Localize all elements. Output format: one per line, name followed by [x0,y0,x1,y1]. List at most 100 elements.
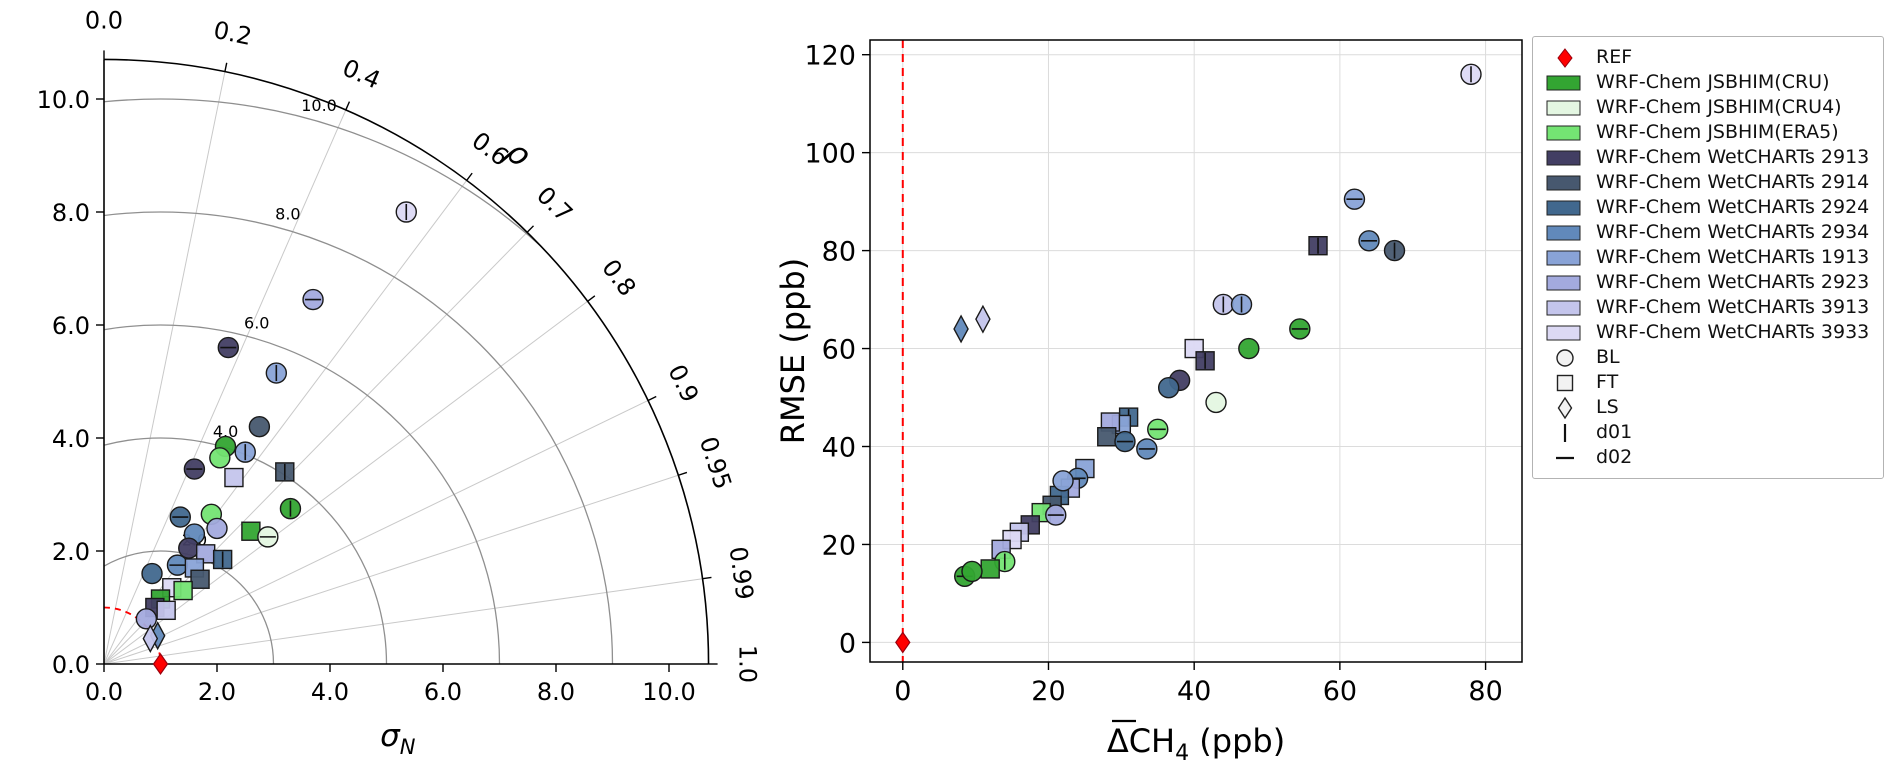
color-patch-icon [1546,75,1581,90]
corr-tick-label: 0.0 [85,6,123,34]
color-patch-icon [1546,275,1581,290]
y-tick-label: 20 [822,530,856,561]
taylor-point [212,549,233,570]
taylor-point [156,600,176,621]
legend-label: WRF-Chem WetCHARTs 3933 [1596,321,1870,343]
corr-tick-label: 1.0 [734,645,762,683]
scatter-point [1212,293,1235,316]
corr-gridline [103,300,588,665]
legend-label: BL [1596,346,1620,368]
corr-axis-label: ρ [499,132,539,174]
y-tick-label: 60 [822,335,856,366]
scatter-point [1195,351,1215,371]
taylor-point [234,441,256,463]
taylor-point [265,362,288,384]
legend-label: WRF-Chem WetCHARTs 3913 [1596,296,1870,318]
y-tick-label: 120 [804,41,856,72]
sigma-tick-label: 6.0 [424,678,462,706]
legend-item: WRF-Chem JSBHIM(CRU4) [1543,95,1873,120]
circle-marker-icon [1556,348,1574,367]
scatter-point [1114,430,1136,453]
ref-diamond-icon [1557,47,1573,68]
legend-item: WRF-Chem WetCHARTs 2913 [1543,145,1873,170]
taylor-point [141,562,163,585]
horizontal-line-icon [1556,456,1574,459]
y-tick-label: 100 [804,139,856,170]
scatter-point [1045,504,1067,526]
taylor-point [302,288,324,311]
color-patch-icon [1546,175,1581,190]
plot-border [869,39,1523,663]
y-tick-label: 80 [822,237,856,268]
legend-label: FT [1596,371,1619,393]
corr-tick-label: 0.9 [662,360,704,407]
corr-tick-label: 0.7 [531,181,578,228]
sigma-tick-label: 0.0 [52,651,90,679]
legend-label: WRF-Chem WetCHARTs 2924 [1596,196,1870,218]
legend-item: d02 [1543,445,1873,470]
sigma-tick-label: 8.0 [537,678,575,706]
x-tick-label: 20 [1031,676,1065,707]
diamond-marker-icon [1557,396,1573,419]
scatter-point [1147,418,1169,441]
x-tick-label: 0 [894,676,911,707]
vertical-line-icon [1563,423,1567,442]
legend-label: WRF-Chem JSBHIM(CRU4) [1596,96,1842,118]
legend-item: WRF-Chem WetCHARTs 2934 [1543,220,1873,245]
scatter-point [953,314,969,344]
scatter-point [1205,391,1227,414]
x-tick-label: 60 [1323,676,1357,707]
legend-item: LS [1543,395,1873,420]
taylor-point [279,497,302,520]
taylor-diagram: 2.04.06.08.010.00.00.02.02.04.04.06.06.0… [37,6,762,759]
taylor-point [395,201,417,223]
legend-label: WRF-Chem JSBHIM(ERA5) [1596,121,1839,143]
taylor-point [275,462,295,482]
taylor-point [183,458,206,480]
scatter-point [1238,337,1260,360]
corr-tick-label: 0.2 [211,16,254,51]
sigma-tick-label: 8.0 [52,199,90,227]
sigma-tick-label: 4.0 [311,678,349,706]
legend-item: WRF-Chem JSBHIM(CRU) [1543,70,1873,95]
taylor-point [190,569,210,589]
rms-arcs [104,98,709,664]
rms-arc-label: 4.0 [213,422,238,441]
y-tick-label: 0 [839,628,856,659]
sigma-tick-label: 2.0 [198,678,236,706]
taylor-point [135,608,158,630]
legend-item: BL [1543,345,1873,370]
color-patch-icon [1546,125,1581,140]
rms-arc-label: 10.0 [301,96,337,115]
ref-marker [895,631,911,654]
scatter-point [1052,470,1074,492]
scatter-point [1383,239,1406,262]
corr-gridline [103,578,703,665]
scatter-point [980,559,1000,579]
scatter-point [961,560,983,583]
legend-label: REF [1596,46,1633,68]
taylor-point [257,526,279,548]
scatter-point [1308,236,1328,256]
x-tick-label: 80 [1468,676,1502,707]
legend-item: WRF-Chem WetCHARTs 1913 [1543,245,1873,270]
taylor-point [248,416,271,438]
sigma-tick-label: 2.0 [52,538,90,566]
x-tick-label: 40 [1177,676,1211,707]
scatter-point [1230,293,1253,316]
corr-gridline [103,400,649,665]
taylor-point [173,580,193,601]
rms-arc-label: 6.0 [244,313,269,332]
legend-item: FT [1543,370,1873,395]
corr-gridline [103,474,679,665]
legend: REF WRF-Chem JSBHIM(CRU) WRF-Chem JSBHIM(C… [1532,36,1884,479]
color-patch-icon [1546,100,1581,115]
corr-tick-label: 0.95 [694,433,737,493]
sigma-tick-label: 10.0 [37,86,90,114]
x-axis-label: σN [380,718,416,759]
y-axis-label: RMSE (ppb) [774,258,812,444]
taylor-point [142,624,159,654]
corr-tick-label: 0.99 [724,545,759,602]
color-patch-icon [1546,300,1581,315]
